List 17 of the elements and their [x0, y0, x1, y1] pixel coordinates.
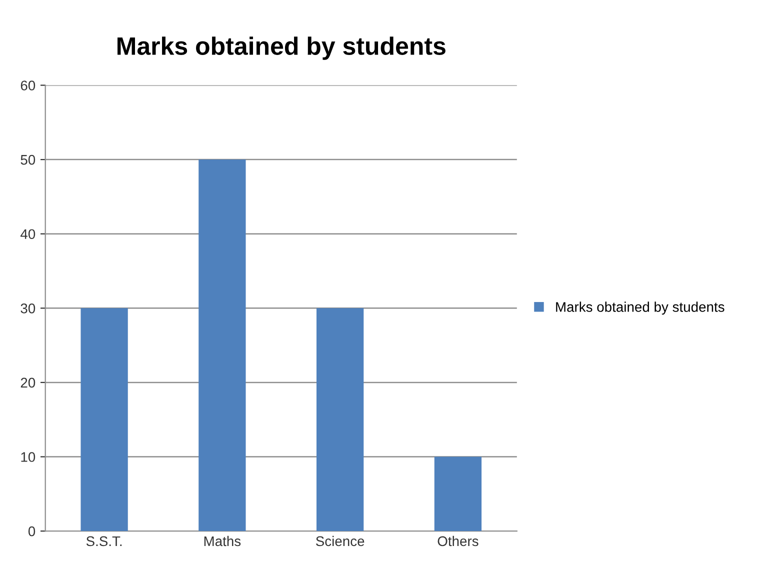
y-tick-label: 30	[20, 303, 36, 314]
x-tick-label: Others	[438, 536, 478, 546]
y-tick-label: 20	[20, 378, 36, 388]
bar	[434, 456, 482, 532]
x-tick-label: S.S.T.	[86, 536, 122, 546]
legend-label: Marks obtained by students	[556, 302, 724, 315]
bar	[80, 308, 128, 532]
y-tick-label: 60	[20, 80, 36, 90]
chart-title: Marks obtained by students	[118, 36, 446, 60]
bar	[316, 308, 364, 532]
x-tick-label: Maths	[204, 536, 241, 546]
y-tick-label: 0	[28, 526, 36, 536]
x-tick-label: Science	[316, 536, 364, 546]
y-tick-label: 50	[20, 154, 36, 165]
y-tick-label: 40	[20, 229, 36, 240]
bar	[198, 160, 246, 532]
y-tick-label: 10	[21, 452, 36, 462]
